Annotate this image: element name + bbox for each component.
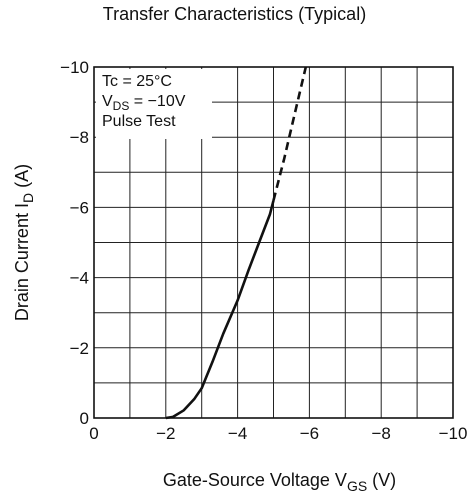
x-tick-label: −8 (372, 424, 391, 443)
annotation-pulse: Pulse Test (102, 113, 176, 130)
annotation-background (96, 69, 212, 139)
y-tick-label: −6 (70, 198, 89, 217)
x-tick-label: 0 (89, 424, 98, 443)
y-tick-label: −10 (60, 58, 89, 77)
y-axis-label-main: Drain Current I (12, 203, 32, 321)
x-tick-label: −10 (439, 424, 468, 443)
chart-title: Transfer Characteristics (Typical) (102, 4, 367, 24)
curve-measured (165, 200, 275, 420)
y-tick-label: 0 (80, 409, 89, 428)
x-tick-label: −4 (228, 424, 247, 443)
x-axis-label-main: Gate-Source Voltage V (163, 470, 347, 490)
x-axis-label: Gate-Source Voltage VGS (V) (163, 470, 396, 494)
annotation-vds-rest: = −10V (129, 93, 185, 110)
y-tick-label: −2 (70, 339, 89, 358)
x-tick-label: −2 (156, 424, 175, 443)
annotation-vds-main: V (102, 93, 113, 110)
y-tick-labels: 0 −2 −4 −6 −8 −10 (60, 58, 89, 428)
x-axis-label-unit: (V) (367, 470, 396, 490)
annotation-box: Tc = 25°C VDS = −10V Pulse Test (96, 69, 212, 139)
annotation-vds-sub: DS (113, 99, 130, 113)
annotation-vds: VDS = −10V (102, 93, 186, 113)
annotation-temperature: Tc = 25°C (102, 73, 172, 90)
x-tick-labels: 0 −2 −4 −6 −8 −10 (89, 424, 467, 443)
y-tick-label: −4 (70, 269, 89, 288)
y-axis-label-unit: (A) (12, 164, 32, 193)
x-tick-label: −6 (300, 424, 319, 443)
curves (165, 66, 308, 420)
y-axis-label: Drain Current ID (A) (12, 164, 36, 321)
y-tick-label: −8 (70, 128, 89, 147)
plot-frame (93, 66, 454, 419)
curve-dashed-extrapolated (272, 66, 308, 201)
x-axis-label-sub: GS (347, 478, 367, 494)
y-axis-label-sub: D (20, 193, 36, 203)
grid-lines (94, 67, 453, 418)
